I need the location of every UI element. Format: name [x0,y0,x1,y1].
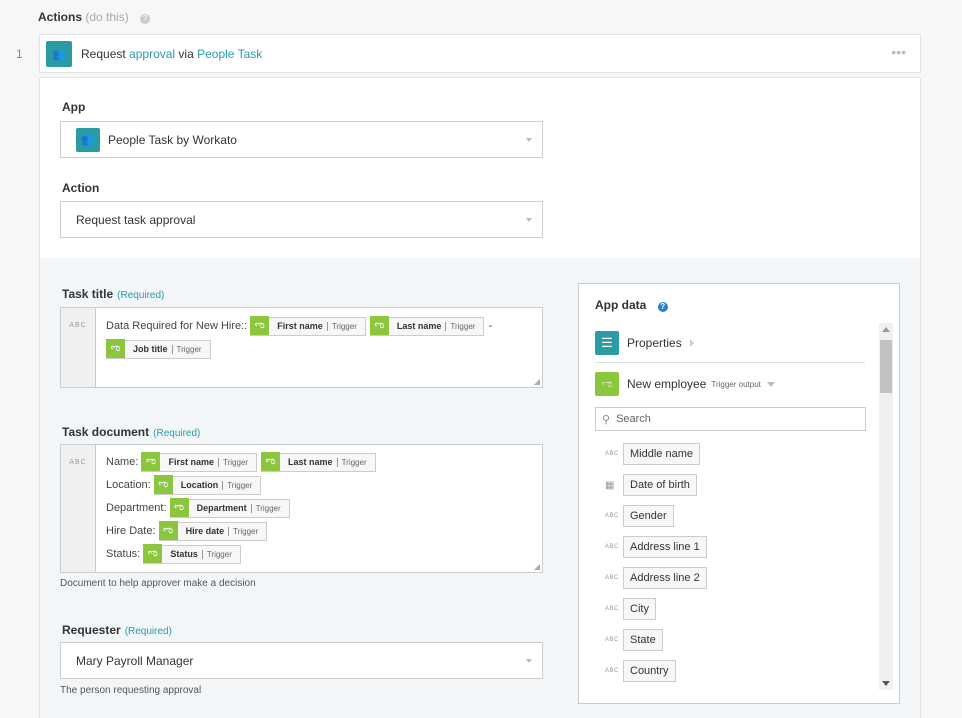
data-field[interactable]: ABC City [605,598,656,620]
trigger-icon: ಌ [158,521,178,541]
step-row[interactable]: 👥 Request approval via People Task ••• [39,34,921,73]
app-data-title: App data ? [595,298,668,312]
text-type-icon: ABC [605,637,619,643]
step-link-app[interactable]: People Task [197,47,263,61]
app-value: People Task by Workato [108,132,237,147]
document-line: Name: ಌ First name Trigger ಌ Last name Trigge… [106,451,534,474]
action-value: Request task approval [76,212,196,227]
requester-hint: The person requesting approval [60,685,202,696]
datapill[interactable]: ಌ Job title Trigger [106,339,211,359]
text-type-icon: ABC [605,513,619,519]
section-title: Actions [38,10,83,24]
step-number: 1 [16,47,23,61]
trigger-icon: ಌ [141,452,161,472]
data-field[interactable]: ABC Country [605,660,676,682]
task-document-label: Task document (Required) [62,425,201,439]
more-options-icon[interactable]: ••• [891,44,906,60]
static-text: Data Required for New Hire:: [106,320,248,332]
datapill[interactable]: ಌ Location Trigger [153,475,262,495]
data-field[interactable]: ABC State [605,629,663,651]
document-line: Location: ಌ Location Trigger [106,474,534,497]
scrollbar[interactable] [879,323,893,690]
task-title-label: Task title (Required) [62,287,165,301]
data-field[interactable]: ABC Address line 2 [605,567,707,589]
help-icon[interactable]: ? [657,302,668,312]
text-type-icon: ABC [61,308,96,387]
new-employee-row[interactable]: ಌ New employee Trigger output [595,372,775,396]
people-icon: 👥 [76,127,100,152]
action-select[interactable]: Request task approval [60,201,543,238]
step-link-approval[interactable]: approval [129,47,176,61]
app-label: App [62,100,86,114]
data-field[interactable]: ▦ Date of birth [605,474,697,496]
requester-value: Mary Payroll Manager [76,653,194,668]
action-label: Action [62,181,100,195]
source-tag: Trigger output [711,379,761,389]
datapill[interactable]: ಌ First name Trigger [141,452,258,472]
chevron-down-icon [526,138,532,142]
data-field[interactable]: ABC Gender [605,505,674,527]
document-line: Hire Date: ಌ Hire date Trigger [106,520,534,543]
text-type-icon: ABC [605,544,619,550]
text-type-icon: ABC [605,451,619,457]
chevron-down-icon [526,218,532,222]
chevron-down-icon [526,659,532,663]
people-icon: 👥 [46,41,72,67]
chevron-right-icon [689,339,694,347]
properties-row[interactable]: ☰ Properties [595,331,694,355]
data-field[interactable]: ABC Address line 1 [605,536,707,558]
text-type-icon: ABC [605,575,619,581]
text-type-icon: ABC [61,445,96,572]
section-header: Actions (do this) ? [38,10,151,24]
task-document-input[interactable]: ABC Name: ಌ First name Trigger ಌ Last name Tr… [60,444,543,573]
trigger-icon: ಌ [595,372,619,396]
search-input[interactable]: ⚲ Search [595,407,866,431]
requester-label: Requester (Required) [62,623,172,637]
task-document-hint: Document to help approver make a decisio… [60,578,256,589]
source-label: New employee [627,377,707,391]
divider [595,362,865,363]
trigger-icon: ಌ [106,339,125,359]
trigger-icon: ಌ [143,544,163,564]
list-icon: ☰ [595,331,619,355]
data-field[interactable]: ABC Middle name [605,443,700,465]
help-icon[interactable]: ? [140,14,151,24]
datapill[interactable]: ಌ Hire date Trigger [158,521,268,541]
trigger-icon: ಌ [169,498,189,518]
properties-label: Properties [627,336,682,350]
trigger-icon: ಌ [153,475,173,495]
trigger-icon: ಌ [369,316,389,336]
datapill[interactable]: ಌ Last name Trigger [261,452,376,472]
datapill[interactable]: ಌ Last name Trigger [369,316,485,336]
datapill[interactable]: ಌ First name Trigger [250,316,366,336]
step-summary: Request approval via People Task [81,47,263,61]
search-icon: ⚲ [602,413,611,426]
task-title-input[interactable]: ABC Data Required for New Hire:: ಌ First … [60,307,543,388]
text-type-icon: ABC [605,606,619,612]
datapill[interactable]: ಌ Status Trigger [143,544,241,564]
calendar-icon: ▦ [605,479,615,491]
chevron-down-icon [766,381,775,387]
document-line: Department: ಌ Department Trigger [106,497,534,520]
text-type-icon: ABC [605,668,619,674]
resize-handle-icon[interactable]: ◢ [533,377,540,386]
section-subtitle: (do this) [85,10,129,24]
datapill[interactable]: ಌ Department Trigger [169,498,290,518]
trigger-icon: ಌ [250,316,270,336]
requester-select[interactable]: Mary Payroll Manager [60,642,543,679]
resize-handle-icon[interactable]: ◢ [533,562,540,571]
document-line: Status: ಌ Status Trigger [106,543,534,566]
app-select[interactable]: 👥 People Task by Workato [60,121,543,158]
trigger-icon: ಌ [261,452,281,472]
